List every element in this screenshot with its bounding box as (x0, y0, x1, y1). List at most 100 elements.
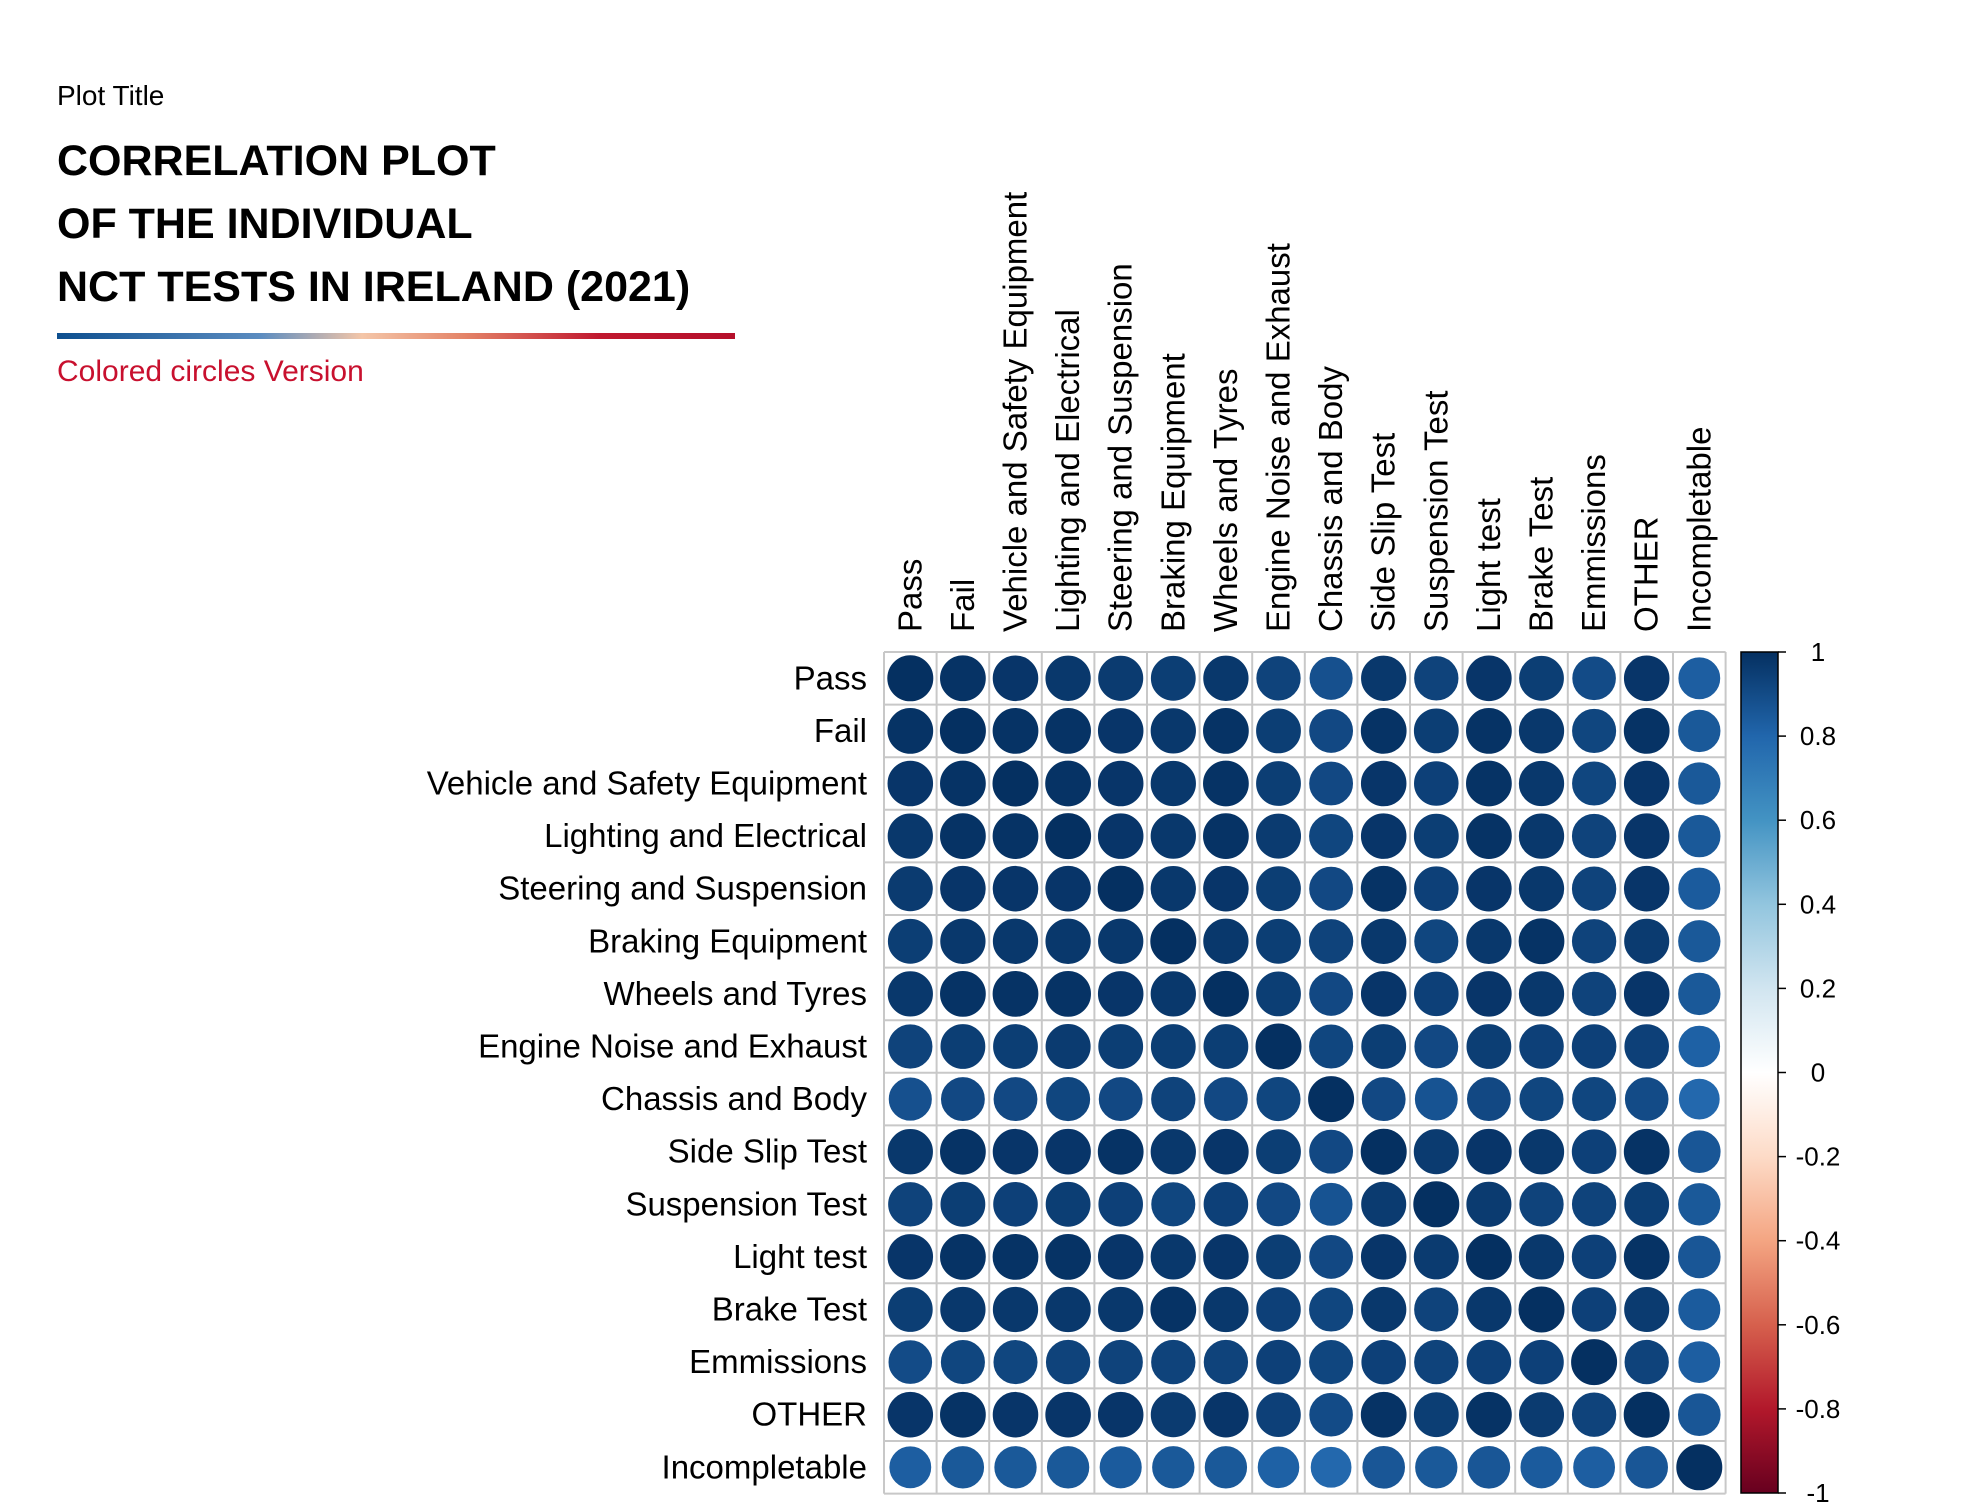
corr-circle-engine-noise-and-exhaust-brake-test: Engine Noise and Exhaust / Brake Test: 0… (1518, 1023, 1565, 1070)
row-label-pass: Pass (794, 659, 867, 696)
corr-circle-engine-noise-and-exhaust-emmissions: Engine Noise and Exhaust / Emmissions: 0… (1570, 1023, 1618, 1070)
corr-circle-wheels-and-tyres-other: Wheels and Tyres / OTHER: 0.98 (1622, 970, 1671, 1018)
corr-circle-vehicle-and-safety-equipment-other: Vehicle and Safety Equipment / OTHER: 0.… (1622, 759, 1671, 808)
corr-circle-incompletable-wheels-and-tyres: Incompletable / Wheels and Tyres: 0.85 (1203, 1445, 1249, 1490)
corr-circle-emmissions-emmissions: Emmissions / Emmissions: 1 (1570, 1338, 1619, 1387)
corr-circle-side-slip-test-lighting-and-electrical: Side Slip Test / Lighting and Electrical… (1044, 1127, 1092, 1176)
corr-circle-other-emmissions: OTHER / Emmissions: 0.93 (1570, 1391, 1618, 1438)
corr-circle-vehicle-and-safety-equipment-wheels-and-tyres: Vehicle and Safety Equipment / Wheels an… (1202, 759, 1250, 808)
corr-circle-lighting-and-electrical-other: Lighting and Electrical / OTHER: 0.98 (1622, 812, 1671, 860)
matrix-grid (883, 651, 1727, 1495)
corr-circle-steering-and-suspension-steering-and-suspension: Steering and Suspension / Steering and S… (1096, 864, 1145, 913)
colorbar: 1 0.8 0.6 0.4 0.2 0 -0.2 -0.4 -0.6 -0.8 -1 (1740, 637, 1840, 1508)
corr-circle-steering-and-suspension-fail: Steering and Suspension / Fail: 0.98 (939, 864, 987, 913)
chart-title: CORRELATION PLOT OF THE INDIVIDUAL NCT T… (57, 137, 691, 311)
corr-circle-lighting-and-electrical-suspension-test: Lighting and Electrical / Suspension Tes… (1412, 812, 1460, 860)
row-label-light-test: Light test (733, 1238, 867, 1275)
row-label-side-slip-test: Side Slip Test (668, 1133, 867, 1170)
corr-circle-vehicle-and-safety-equipment-engine-noise-and-exhaust: Vehicle and Safety Equipment / Engine No… (1255, 760, 1302, 807)
column-label-suspension-test: Suspension Test (1417, 390, 1454, 632)
corr-circle-vehicle-and-safety-equipment-brake-test: Vehicle and Safety Equipment / Brake Tes… (1517, 759, 1566, 808)
corr-circle-engine-noise-and-exhaust-other: Engine Noise and Exhaust / OTHER: 0.94 (1623, 1023, 1670, 1070)
corr-circle-fail-wheels-and-tyres: Fail / Wheels and Tyres: 0.99 (1202, 707, 1250, 755)
corr-circle-chassis-and-body-wheels-and-tyres: Chassis and Body / Wheels and Tyres: 0.9… (1202, 1076, 1249, 1123)
corr-circle-steering-and-suspension-brake-test: Steering and Suspension / Brake Test: 0.… (1517, 865, 1566, 913)
corr-circle-suspension-test-side-slip-test: Suspension Test / Side Slip Test: 0.96 (1360, 1180, 1408, 1228)
corr-circle-emmissions-incompletable: Emmissions / Incompletable: 0.83 (1677, 1340, 1722, 1385)
colorbar-tick-label: 0.2 (1800, 973, 1836, 1003)
corr-circle-emmissions-engine-noise-and-exhaust: Emmissions / Engine Noise and Exhaust: 0… (1255, 1338, 1302, 1386)
corr-circle-emmissions-other: Emmissions / OTHER: 0.93 (1623, 1338, 1670, 1386)
corr-circle-suspension-test-engine-noise-and-exhaust: Suspension Test / Engine Noise and Exhau… (1255, 1181, 1302, 1228)
corr-circle-light-test-braking-equipment: Light test / Braking Equipment: 0.97 (1149, 1233, 1197, 1281)
corr-circle-incompletable-brake-test: Incompletable / Brake Test: 0.84 (1519, 1445, 1564, 1490)
corr-circle-brake-test-side-slip-test: Brake Test / Side Slip Test: 0.97 (1360, 1285, 1408, 1334)
corr-circle-brake-test-other: Brake Test / OTHER: 0.96 (1623, 1285, 1671, 1334)
corr-circle-lighting-and-electrical-pass: Lighting and Electrical / Pass: 0.97 (886, 812, 934, 860)
colorbar-tick-label: 1 (1811, 637, 1825, 667)
corr-circle-engine-noise-and-exhaust-fail: Engine Noise and Exhaust / Fail: 0.95 (939, 1023, 987, 1070)
corr-circle-emmissions-brake-test: Emmissions / Brake Test: 0.94 (1518, 1338, 1565, 1386)
corr-circle-wheels-and-tyres-side-slip-test: Wheels and Tyres / Side Slip Test: 0.98 (1359, 970, 1408, 1018)
corr-circle-emmissions-suspension-test: Emmissions / Suspension Test: 0.93 (1413, 1338, 1460, 1386)
corr-circle-side-slip-test-engine-noise-and-exhaust: Side Slip Test / Engine Noise and Exhaus… (1255, 1128, 1302, 1176)
corr-circle-brake-test-chassis-and-body: Brake Test / Chassis and Body: 0.92 (1308, 1286, 1355, 1333)
corr-circle-chassis-and-body-steering-and-suspension: Chassis and Body / Steering and Suspensi… (1097, 1076, 1144, 1123)
corr-circle-other-wheels-and-tyres: OTHER / Wheels and Tyres: 0.98 (1202, 1390, 1250, 1439)
corr-circle-lighting-and-electrical-side-slip-test: Lighting and Electrical / Side Slip Test… (1359, 812, 1408, 860)
corr-circle-braking-equipment-suspension-test: Braking Equipment / Suspension Test: 0.9… (1413, 918, 1460, 965)
corr-circle-fail-braking-equipment: Fail / Braking Equipment: 0.97 (1149, 707, 1197, 755)
corr-circle-engine-noise-and-exhaust-vehicle-and-safety-equipment: Engine Noise and Exhaust / Vehicle and S… (992, 1023, 1039, 1070)
corr-circle-other-braking-equipment: OTHER / Braking Equipment: 0.96 (1149, 1391, 1197, 1439)
corr-circle-steering-and-suspension-lighting-and-electrical: Steering and Suspension / Lighting and E… (1044, 864, 1092, 913)
row-label-steering-and-suspension: Steering and Suspension (498, 870, 867, 907)
corr-circle-incompletable-engine-noise-and-exhaust: Incompletable / Engine Noise and Exhaust… (1256, 1445, 1301, 1490)
corr-circle-vehicle-and-safety-equipment-pass: Vehicle and Safety Equipment / Pass: 0.9… (886, 759, 935, 808)
column-label-vehicle-and-safety-equipment: Vehicle and Safety Equipment (997, 192, 1034, 632)
corr-circle-fail-suspension-test: Fail / Suspension Test: 0.95 (1412, 707, 1460, 755)
corr-circle-engine-noise-and-exhaust-chassis-and-body: Engine Noise and Exhaust / Chassis and B… (1308, 1023, 1355, 1070)
corr-circle-wheels-and-tyres-emmissions: Wheels and Tyres / Emmissions: 0.93 (1570, 970, 1618, 1018)
row-label-emmissions: Emmissions (689, 1343, 867, 1380)
corr-circle-brake-test-lighting-and-electrical: Brake Test / Lighting and Electrical: 0.… (1044, 1285, 1092, 1334)
corr-circle-pass-wheels-and-tyres: Pass / Wheels and Tyres: 0.97 (1202, 654, 1250, 702)
corr-circle-suspension-test-fail: Suspension Test / Fail: 0.95 (939, 1180, 987, 1228)
corr-circle-vehicle-and-safety-equipment-emmissions: Vehicle and Safety Equipment / Emmission… (1571, 760, 1618, 807)
corr-circle-incompletable-other: Incompletable / OTHER: 0.86 (1624, 1445, 1669, 1490)
corr-circle-suspension-test-steering-and-suspension: Suspension Test / Steering and Suspensio… (1097, 1181, 1144, 1228)
corr-circle-incompletable-braking-equipment: Incompletable / Braking Equipment: 0.85 (1151, 1445, 1196, 1490)
corr-circle-side-slip-test-brake-test: Side Slip Test / Brake Test: 0.97 (1517, 1128, 1566, 1176)
corr-circle-side-slip-test-braking-equipment: Side Slip Test / Braking Equipment: 0.97 (1149, 1128, 1197, 1176)
corr-circle-vehicle-and-safety-equipment-fail: Vehicle and Safety Equipment / Fail: 0.9… (939, 759, 987, 808)
column-label-brake-test: Brake Test (1523, 477, 1560, 632)
corr-circle-light-test-engine-noise-and-exhaust: Light test / Engine Noise and Exhaust: 0… (1255, 1233, 1302, 1281)
corr-circle-other-lighting-and-electrical: OTHER / Lighting and Electrical: 0.98 (1044, 1390, 1092, 1439)
row-label-suspension-test: Suspension Test (625, 1185, 867, 1222)
corr-circle-braking-equipment-chassis-and-body: Braking Equipment / Chassis and Body: 0.… (1307, 918, 1355, 965)
corr-circle-fail-light-test: Fail / Light test: 0.99 (1465, 707, 1513, 755)
corr-circle-suspension-test-braking-equipment: Suspension Test / Braking Equipment: 0.9… (1150, 1181, 1197, 1228)
corr-circle-fail-incompletable: Fail / Incompletable: 0.85 (1677, 708, 1722, 754)
corr-circle-vehicle-and-safety-equipment-light-test: Vehicle and Safety Equipment / Light tes… (1465, 759, 1513, 808)
corr-circle-light-test-pass: Light test / Pass: 0.98 (886, 1233, 935, 1281)
corr-circle-other-vehicle-and-safety-equipment: OTHER / Vehicle and Safety Equipment: 0.… (991, 1390, 1040, 1439)
corr-circle-light-test-suspension-test: Light test / Suspension Test: 0.96 (1412, 1233, 1460, 1281)
corr-circle-incompletable-chassis-and-body: Incompletable / Chassis and Body: 0.79 (1309, 1445, 1353, 1489)
colorbar-tick-label: 0.4 (1800, 889, 1836, 919)
corr-circle-emmissions-lighting-and-electrical: Emmissions / Lighting and Electrical: 0.… (1044, 1338, 1092, 1386)
corr-circle-fail-emmissions: Fail / Emmissions: 0.92 (1571, 707, 1618, 754)
corr-circle-steering-and-suspension-suspension-test: Steering and Suspension / Suspension Tes… (1413, 865, 1460, 912)
corr-circle-fail-fail: Fail / Fail: 1 (938, 706, 987, 755)
corr-circle-emmissions-light-test: Emmissions / Light test: 0.94 (1465, 1338, 1513, 1386)
corr-circle-other-pass: OTHER / Pass: 0.98 (886, 1390, 935, 1439)
corr-circle-fail-engine-noise-and-exhaust: Fail / Engine Noise and Exhaust: 0.95 (1255, 707, 1302, 755)
corr-circle-light-test-lighting-and-electrical: Light test / Lighting and Electrical: 0.… (1044, 1233, 1092, 1281)
corr-circle-chassis-and-body-vehicle-and-safety-equipment: Chassis and Body / Vehicle and Safety Eq… (992, 1076, 1039, 1123)
corr-circle-side-slip-test-wheels-and-tyres: Side Slip Test / Wheels and Tyres: 0.98 (1202, 1127, 1250, 1176)
corr-circle-chassis-and-body-pass: Chassis and Body / Pass: 0.88 (887, 1076, 933, 1122)
corr-circle-vehicle-and-safety-equipment-chassis-and-body: Vehicle and Safety Equipment / Chassis a… (1308, 760, 1355, 807)
corr-circle-brake-test-brake-test: Brake Test / Brake Test: 1 (1517, 1285, 1566, 1334)
corr-circle-fail-other: Fail / OTHER: 0.99 (1622, 707, 1671, 755)
corr-circle-emmissions-pass: Emmissions / Pass: 0.9 (887, 1339, 934, 1385)
corr-circle-incompletable-incompletable: Incompletable / Incompletable: 1 (1675, 1443, 1724, 1492)
